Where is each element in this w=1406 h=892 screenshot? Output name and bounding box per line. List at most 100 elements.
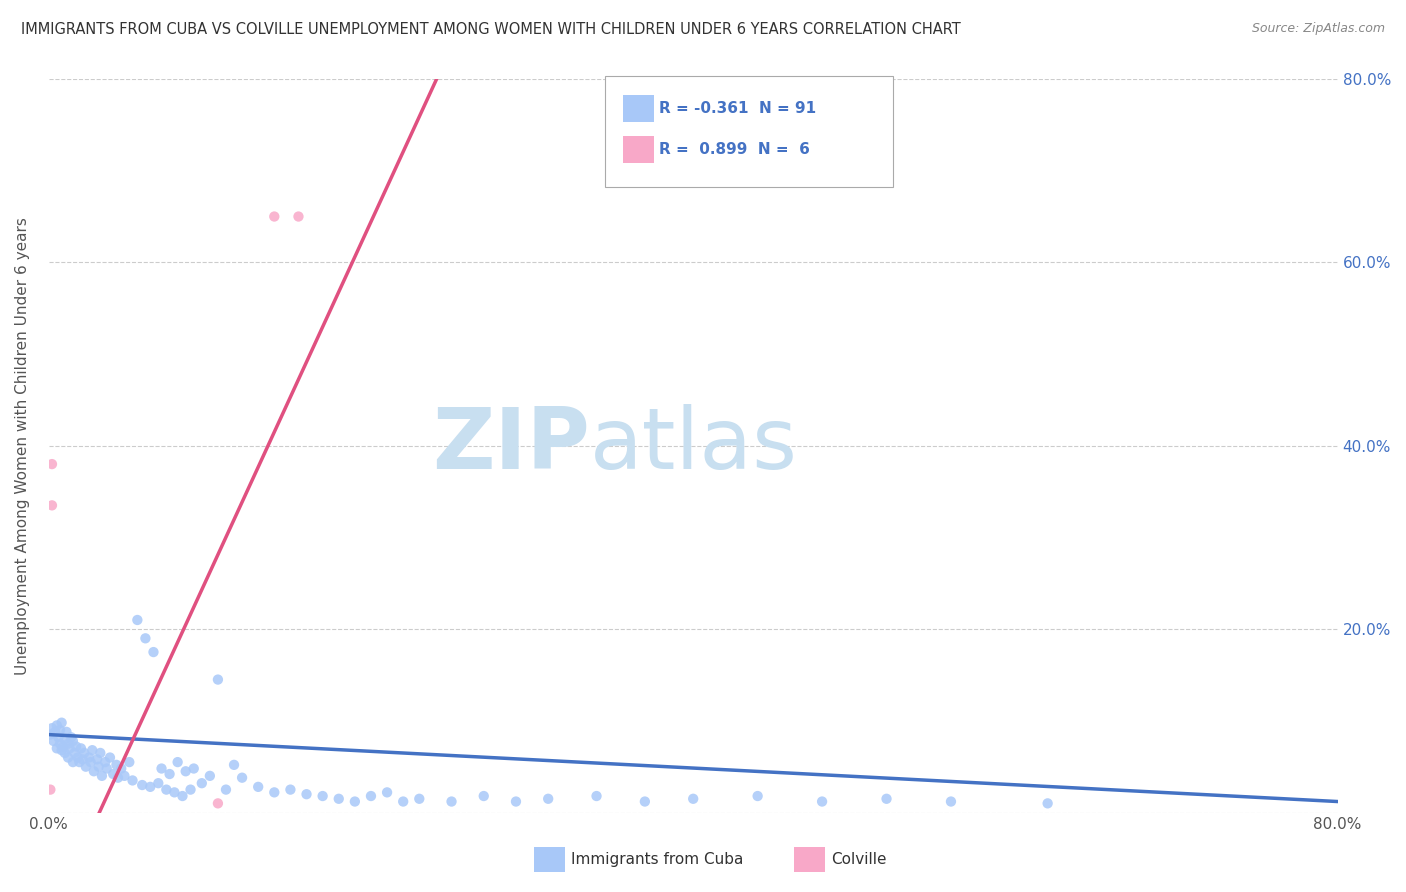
Text: Immigrants from Cuba: Immigrants from Cuba — [571, 853, 744, 867]
Point — [56, 737, 79, 751]
Point — [60, 731, 83, 745]
Point — [44, 724, 66, 739]
Point — [148, 776, 170, 790]
Point — [55, 724, 77, 739]
Text: R = -0.361  N = 91: R = -0.361 N = 91 — [659, 102, 817, 116]
Point — [939, 795, 962, 809]
Point — [114, 769, 136, 783]
Point — [682, 791, 704, 805]
Point — [505, 795, 527, 809]
Point — [311, 789, 333, 803]
Point — [174, 764, 197, 779]
Point — [375, 785, 398, 799]
Text: Colville: Colville — [831, 853, 886, 867]
Point — [295, 787, 318, 801]
Point — [86, 752, 108, 766]
Point — [215, 782, 238, 797]
Point — [392, 795, 415, 809]
Point — [180, 782, 202, 797]
Point — [118, 755, 141, 769]
Point — [159, 767, 181, 781]
Point — [59, 741, 82, 756]
Point — [89, 746, 111, 760]
Point — [183, 762, 205, 776]
Point — [472, 789, 495, 803]
Point — [105, 757, 128, 772]
Text: IMMIGRANTS FROM CUBA VS COLVILLE UNEMPLOYMENT AMONG WOMEN WITH CHILDREN UNDER 6 : IMMIGRANTS FROM CUBA VS COLVILLE UNEMPLO… — [21, 22, 960, 37]
Text: atlas: atlas — [591, 404, 799, 487]
Point — [166, 755, 188, 769]
Point — [73, 746, 96, 760]
Point — [408, 791, 430, 805]
Point — [198, 769, 221, 783]
Point — [98, 750, 121, 764]
Point — [634, 795, 657, 809]
Point — [139, 780, 162, 794]
Point — [127, 613, 149, 627]
Point — [343, 795, 366, 809]
Point — [96, 762, 118, 776]
Point — [53, 746, 76, 760]
Point — [876, 791, 898, 805]
Point — [131, 778, 153, 792]
Point — [360, 789, 382, 803]
Point — [440, 795, 463, 809]
Point — [222, 757, 245, 772]
Point — [585, 789, 607, 803]
Point — [66, 750, 89, 764]
Point — [82, 743, 104, 757]
Point — [207, 797, 229, 811]
Point — [280, 782, 302, 797]
Point — [103, 767, 125, 781]
Point — [51, 715, 73, 730]
Point — [51, 743, 73, 757]
Text: Source: ZipAtlas.com: Source: ZipAtlas.com — [1251, 22, 1385, 36]
Point — [77, 750, 100, 764]
Point — [87, 760, 110, 774]
Point — [537, 791, 560, 805]
Point — [52, 739, 75, 754]
Point — [41, 457, 63, 471]
Point — [172, 789, 194, 803]
Point — [191, 776, 214, 790]
Point — [247, 780, 270, 794]
Point — [56, 750, 79, 764]
Point — [42, 734, 65, 748]
Point — [62, 755, 84, 769]
Point — [155, 782, 177, 797]
Point — [63, 746, 86, 760]
Point — [747, 789, 769, 803]
Point — [48, 731, 70, 745]
Point — [1036, 797, 1059, 811]
Point — [142, 645, 165, 659]
Point — [287, 210, 309, 224]
Point — [39, 782, 62, 797]
Point — [72, 752, 94, 766]
Point — [328, 791, 350, 805]
Point — [79, 755, 101, 769]
Text: ZIP: ZIP — [432, 404, 591, 487]
Point — [83, 764, 105, 779]
Point — [150, 762, 173, 776]
Point — [263, 785, 285, 799]
Point — [49, 723, 72, 737]
Point — [70, 741, 93, 756]
Point — [94, 755, 117, 769]
Point — [39, 728, 62, 742]
Point — [49, 737, 72, 751]
Point — [62, 734, 84, 748]
Point — [67, 755, 90, 769]
Point — [75, 760, 97, 774]
Point — [121, 773, 143, 788]
Y-axis label: Unemployment Among Women with Children Under 6 years: Unemployment Among Women with Children U… — [15, 217, 30, 674]
Point — [65, 739, 87, 754]
Point — [110, 762, 132, 776]
Point — [263, 210, 285, 224]
Point — [134, 632, 156, 646]
Point — [90, 769, 112, 783]
Point — [231, 771, 253, 785]
Text: R =  0.899  N =  6: R = 0.899 N = 6 — [659, 143, 810, 157]
Point — [45, 741, 67, 756]
Point — [41, 499, 63, 513]
Point — [163, 785, 186, 799]
